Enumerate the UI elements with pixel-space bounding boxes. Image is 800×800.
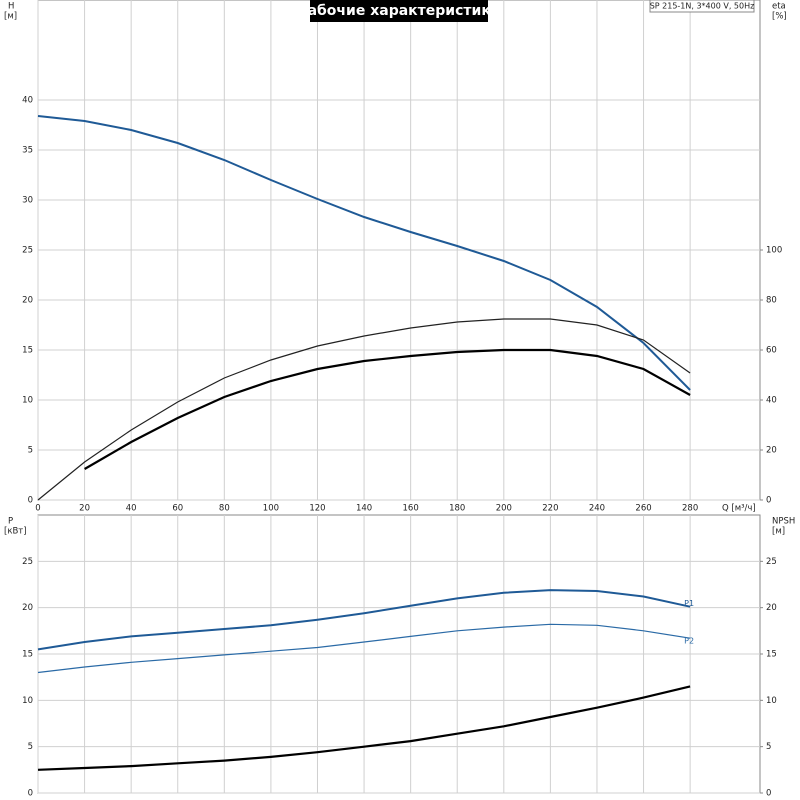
y2-tick-label: 5 xyxy=(766,742,771,752)
y-tick-label: 0 xyxy=(28,496,33,506)
data-line xyxy=(37,115,691,391)
y-tick-label: 30 xyxy=(22,196,33,206)
y2-axis-label: eta xyxy=(772,2,786,12)
y-tick-label: 10 xyxy=(22,396,33,406)
y-tick-label: 15 xyxy=(22,346,33,356)
x-tick-label: 80 xyxy=(219,504,230,514)
x-tick-label: 180 xyxy=(449,504,465,514)
y-tick-label: 35 xyxy=(22,146,33,156)
y2-tick-label: 100 xyxy=(766,246,782,256)
y-tick-label: 5 xyxy=(28,742,33,752)
series-label: P1 xyxy=(684,599,694,608)
y-tick-label: 0 xyxy=(28,789,33,799)
y-tick-label: 5 xyxy=(28,446,33,456)
data-line xyxy=(37,318,691,501)
x-tick-label: 100 xyxy=(263,504,279,514)
y2-tick-label: 0 xyxy=(766,496,771,506)
series-label: P2 xyxy=(684,637,694,646)
x-tick-label: 160 xyxy=(403,504,419,514)
x-tick-label: 60 xyxy=(172,504,183,514)
x-tick-label: 220 xyxy=(542,504,558,514)
title-box xyxy=(310,0,488,22)
y2-tick-label: 60 xyxy=(766,346,777,356)
y-axis-unit: [кВт] xyxy=(4,527,27,537)
y2-tick-label: 20 xyxy=(766,603,777,613)
y-tick-label: 25 xyxy=(22,246,33,256)
y2-tick-label: 10 xyxy=(766,696,777,706)
y-tick-label: 25 xyxy=(22,557,33,567)
y-tick-label: 20 xyxy=(22,296,33,306)
y-axis-unit: [м] xyxy=(4,12,17,22)
x-tick-label: 260 xyxy=(635,504,651,514)
y2-tick-label: 25 xyxy=(766,557,777,567)
y-tick-label: 40 xyxy=(22,96,33,106)
data-line xyxy=(37,685,691,771)
y-tick-label: 10 xyxy=(22,696,33,706)
y2-axis-unit: [м] xyxy=(772,527,785,537)
y2-tick-label: 0 xyxy=(766,789,771,799)
x-tick-label: 140 xyxy=(356,504,372,514)
annotation: SP 215-1N, 3*400 V, 50Hz xyxy=(650,2,755,11)
y2-tick-label: 80 xyxy=(766,296,777,306)
data-line xyxy=(84,348,691,470)
annotation-box xyxy=(649,0,755,13)
x-tick-label: 280 xyxy=(682,504,698,514)
x-tick-label: 0 xyxy=(35,504,40,514)
x-tick-label: 20 xyxy=(79,504,90,514)
data-line xyxy=(37,623,691,674)
chart-title: Рабочие характеристики xyxy=(297,3,500,19)
x-tick-label: 120 xyxy=(309,504,325,514)
y-tick-label: 15 xyxy=(22,650,33,660)
x-tick-label: 240 xyxy=(589,504,605,514)
x-tick-label: 200 xyxy=(496,504,512,514)
y-tick-label: 20 xyxy=(22,603,33,613)
y2-tick-label: 40 xyxy=(766,396,777,406)
y-axis-label: H xyxy=(8,2,14,12)
y-axis-label: P xyxy=(8,517,13,527)
data-line xyxy=(37,589,691,651)
x-tick-label: 40 xyxy=(126,504,137,514)
y2-axis-label: NPSH xyxy=(772,517,795,527)
y2-tick-label: 15 xyxy=(766,650,777,660)
x-axis-label: Q [м³/ч] xyxy=(722,504,756,514)
y2-tick-label: 20 xyxy=(766,446,777,456)
y2-axis-unit: [%] xyxy=(772,12,787,22)
